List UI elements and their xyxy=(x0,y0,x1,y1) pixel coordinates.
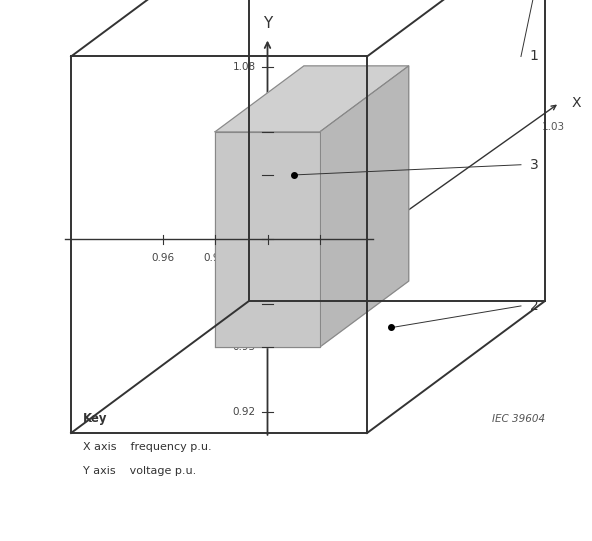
Text: 1: 1 xyxy=(530,49,539,63)
Text: 0.95: 0.95 xyxy=(233,342,256,352)
Text: 0.97: 0.97 xyxy=(233,299,256,309)
Text: 0.96: 0.96 xyxy=(151,253,174,262)
Text: 0.98: 0.98 xyxy=(204,253,227,262)
Text: X: X xyxy=(571,96,581,110)
Polygon shape xyxy=(215,66,408,132)
Text: 1.08: 1.08 xyxy=(233,62,256,72)
Text: X axis    frequency p.u.: X axis frequency p.u. xyxy=(83,442,211,452)
Text: 2: 2 xyxy=(530,299,539,313)
Text: Figure 11: Voltage and frequency limits for generators
(reproduced from IEC 6003: Figure 11: Voltage and frequency limits … xyxy=(18,488,416,525)
Polygon shape xyxy=(215,132,320,347)
Text: Key: Key xyxy=(83,412,107,425)
Text: 0.92: 0.92 xyxy=(233,406,256,417)
Text: 1.03: 1.03 xyxy=(233,170,256,180)
Text: Y axis    voltage p.u.: Y axis voltage p.u. xyxy=(83,466,196,476)
Text: 1.02: 1.02 xyxy=(308,253,332,262)
Text: Y: Y xyxy=(263,16,272,31)
Text: 1.00: 1.00 xyxy=(233,234,256,245)
Polygon shape xyxy=(320,66,408,347)
Text: 1.05: 1.05 xyxy=(233,127,256,137)
Text: IEC 39604: IEC 39604 xyxy=(491,414,545,424)
Text: 1.00: 1.00 xyxy=(256,253,279,262)
Text: X: X xyxy=(382,233,391,246)
Text: 3: 3 xyxy=(530,158,539,171)
Text: 1.03: 1.03 xyxy=(542,122,565,131)
